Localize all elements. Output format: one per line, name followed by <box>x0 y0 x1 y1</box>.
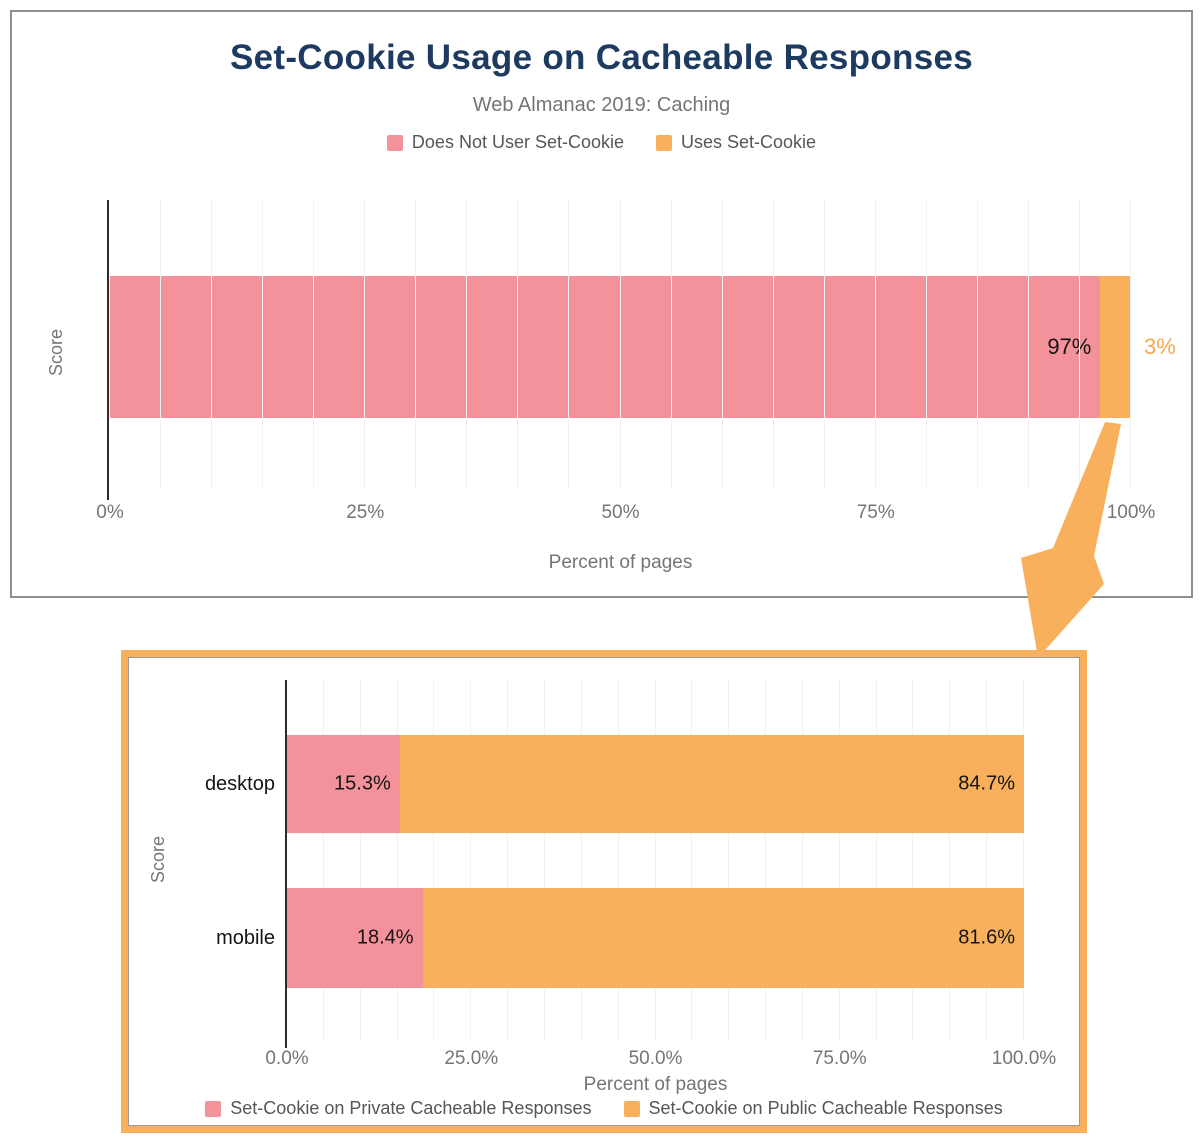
gridline <box>160 200 162 490</box>
x-tick-label: 0.0% <box>265 1048 309 1069</box>
gridline <box>654 680 656 1040</box>
x-tick-label: 50.0% <box>628 1048 683 1069</box>
legend-swatch <box>386 134 403 151</box>
gridline <box>875 680 877 1040</box>
x-tick-label: 75.0% <box>812 1048 867 1069</box>
gridline <box>765 680 767 1040</box>
bottom-x-ticks: 0.0% 25.0% 50.0% 75.0% 100.0% <box>121 1048 1087 1074</box>
gridline <box>619 200 621 490</box>
gridline <box>396 680 398 1040</box>
legend-label: Uses Set-Cookie <box>681 132 817 152</box>
gridline <box>801 680 803 1040</box>
legend-label: Set-Cookie on Private Cacheable Response… <box>230 1098 592 1118</box>
legend-item: Set-Cookie on Public Cacheable Responses <box>623 1098 1003 1119</box>
x-tick-label: 25.0% <box>444 1048 499 1069</box>
gridline <box>359 680 361 1040</box>
gridline <box>507 680 509 1040</box>
bar-value-label: 3% <box>1144 334 1176 359</box>
top-y-axis-title: Score <box>46 328 66 377</box>
gridline <box>543 680 545 1040</box>
top-x-axis-title: Percent of pages <box>548 552 693 573</box>
gridline <box>949 680 951 1040</box>
gridline <box>364 200 366 490</box>
category-label: mobile <box>216 927 275 949</box>
bottom-chart-legend: Set-Cookie on Private Cacheable Response… <box>121 1098 1087 1119</box>
legend-swatch <box>656 134 673 151</box>
bar-segment: 81.6% <box>422 888 1024 988</box>
gridline <box>986 680 988 1040</box>
chart-title: Set-Cookie Usage on Cacheable Responses <box>229 38 974 77</box>
gridline <box>313 200 315 490</box>
gridline <box>925 200 927 490</box>
bar-value-label: 81.6% <box>958 926 1015 949</box>
gridline <box>415 200 417 490</box>
gridline <box>976 200 978 490</box>
highlight-arrow-shape <box>1021 422 1121 658</box>
bar-segment <box>1100 276 1131 418</box>
gridline <box>580 680 582 1040</box>
bar-row-mobile: 18.4% 81.6% <box>287 888 1024 988</box>
gridline <box>670 200 672 490</box>
legend-label: Does Not User Set-Cookie <box>411 132 625 152</box>
legend-item: Does Not User Set-Cookie <box>386 132 625 153</box>
highlight-arrow <box>1021 422 1121 658</box>
bottom-y-axis-line <box>285 680 287 1048</box>
gridline <box>433 680 435 1040</box>
legend-label: Set-Cookie on Public Cacheable Responses <box>648 1098 1003 1118</box>
x-tick-label: 75% <box>856 502 895 523</box>
gridline <box>568 200 570 490</box>
bar-segment: 97% <box>110 276 1101 418</box>
gridline <box>874 200 876 490</box>
x-tick-label: 25% <box>346 502 385 523</box>
gridline <box>466 200 468 490</box>
gridline <box>470 680 472 1040</box>
gridline <box>772 200 774 490</box>
legend-swatch <box>623 1100 640 1117</box>
bar-value-label: 15.3% <box>334 772 391 795</box>
top-plot-area: 97% 3% <box>110 200 1176 490</box>
gridline <box>728 680 730 1040</box>
bottom-plot-area: 15.3% 84.7% 18.4% 81.6% <box>287 680 1024 1040</box>
bar-segment: 84.7% <box>399 735 1024 833</box>
bar-value-label: 18.4% <box>356 926 414 949</box>
bottom-x-axis-title: Percent of pages <box>583 1074 728 1095</box>
gridline <box>322 680 324 1040</box>
category-label: desktop <box>204 773 275 795</box>
top-x-ticks: 0% 25% 50% 75% 100% <box>10 502 1193 528</box>
gridline <box>211 200 213 490</box>
gridline <box>691 680 693 1040</box>
gridline <box>1027 200 1029 490</box>
top-stacked-bar: 97% 3% <box>110 276 1176 418</box>
x-tick-label: 0% <box>96 502 124 523</box>
gridline <box>912 680 914 1040</box>
gridline <box>1130 200 1131 490</box>
bar-row-desktop: 15.3% 84.7% <box>287 735 1024 833</box>
gridline <box>721 200 723 490</box>
top-y-axis-line <box>107 200 109 500</box>
bar-segment: 18.4% <box>287 888 423 988</box>
gridline <box>823 200 825 490</box>
bar-value-label: 84.7% <box>958 772 1015 795</box>
gridline <box>262 200 264 490</box>
legend-item: Uses Set-Cookie <box>656 132 816 153</box>
x-tick-label: 100% <box>1106 502 1156 523</box>
bar-segment: 15.3% <box>287 735 400 833</box>
bottom-chart-panel: Score 15.3% 84.7% 18.4% 81.6% desktop mobile… <box>121 650 1087 1133</box>
x-tick-label: 50% <box>601 502 640 523</box>
x-tick-label: 100.0% <box>991 1048 1057 1069</box>
gridline <box>838 680 840 1040</box>
gridline <box>1078 200 1080 490</box>
chart-subtitle: Web Almanac 2019: Caching <box>472 94 731 116</box>
legend-item: Set-Cookie on Private Cacheable Response… <box>205 1098 592 1119</box>
bottom-y-axis-title: Score <box>148 835 168 884</box>
top-chart-legend: Does Not User Set-Cookie Uses Set-Cookie <box>10 132 1193 153</box>
gridline <box>517 200 519 490</box>
legend-swatch <box>205 1100 222 1117</box>
gridline <box>1023 680 1024 1040</box>
gridline <box>617 680 619 1040</box>
top-chart-panel: Set-Cookie Usage on Cacheable Responses … <box>10 10 1193 598</box>
bar-value-label: 97% <box>1047 334 1092 359</box>
